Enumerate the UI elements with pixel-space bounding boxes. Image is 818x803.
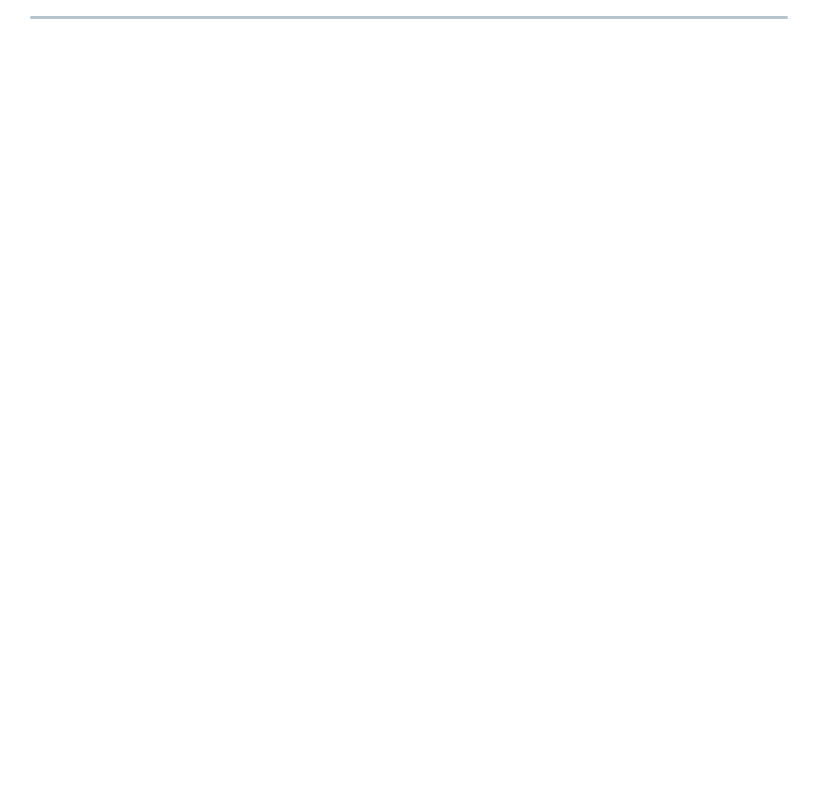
page-header <box>0 0 818 19</box>
page-footer <box>0 775 818 795</box>
line-chart <box>0 38 818 718</box>
chart-container <box>0 38 818 718</box>
header-divider <box>30 16 788 19</box>
